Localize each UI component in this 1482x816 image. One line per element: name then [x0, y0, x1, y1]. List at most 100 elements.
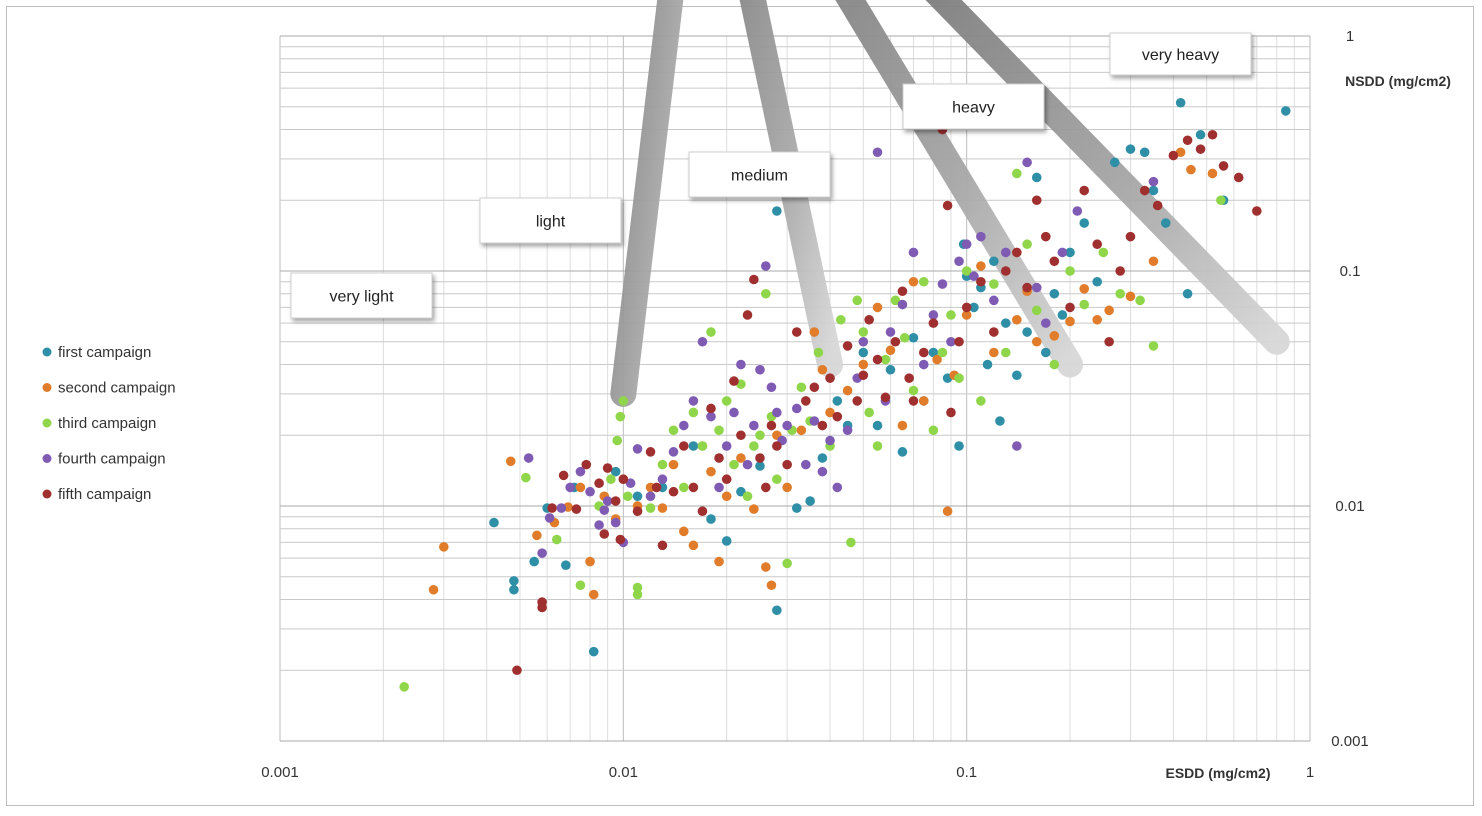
data-point: [1160, 218, 1171, 228]
data-point: [1065, 316, 1075, 327]
data-point: [766, 420, 777, 431]
data-point: [714, 453, 724, 463]
data-point: [1049, 288, 1060, 299]
data-point: [928, 318, 939, 328]
data-point: [946, 407, 956, 418]
chart-frame: [6, 6, 1474, 806]
data-point: [1098, 247, 1109, 258]
data-point: [657, 474, 668, 485]
data-point: [809, 382, 820, 393]
data-point: [961, 239, 972, 250]
data-point: [1115, 288, 1125, 299]
data-point: [976, 276, 986, 287]
data-point: [575, 580, 586, 591]
data-point: [832, 396, 843, 406]
data-point: [897, 420, 908, 431]
data-point: [599, 505, 610, 515]
data-point: [509, 576, 519, 586]
data-point: [761, 288, 771, 299]
data-point: [606, 474, 616, 485]
pollution-class-label: very light: [329, 289, 394, 306]
data-point: [742, 491, 753, 502]
data-point: [632, 582, 643, 593]
data-point: [1148, 185, 1159, 196]
data-point: [825, 407, 835, 418]
data-point: [714, 425, 724, 436]
x-axis-ticks: 0.001 0.01 0.1 1: [261, 764, 1314, 781]
data-point: [729, 459, 739, 470]
data-point: [1022, 327, 1032, 337]
data-point: [885, 345, 896, 356]
data-point: [532, 530, 542, 541]
data-point: [678, 482, 689, 493]
data-point: [706, 514, 716, 524]
data-point: [714, 556, 724, 567]
data-point: [872, 147, 883, 158]
pollution-class-box: [902, 83, 1045, 130]
data-point: [942, 506, 953, 517]
data-point: [1109, 157, 1120, 168]
y-axis-title: NSDD (mg/cm2): [1345, 73, 1451, 89]
data-point: [755, 364, 765, 375]
data-point: [588, 589, 599, 600]
data-point: [749, 504, 759, 514]
data-point: [651, 482, 662, 493]
data-point: [842, 385, 853, 396]
data-point: [908, 385, 919, 396]
data-point: [622, 491, 633, 502]
data-point: [678, 526, 689, 537]
data-point: [1216, 195, 1226, 206]
data-point: [585, 486, 595, 497]
data-point: [842, 425, 853, 436]
data-point: [1104, 305, 1114, 316]
data-point: [976, 231, 986, 242]
pollution-band-slope: [835, 0, 1084, 378]
x-tick-label: 0.01: [609, 764, 638, 781]
data-point: [852, 396, 863, 406]
data-point: [625, 478, 636, 489]
data-point: [782, 459, 792, 470]
data-point: [668, 447, 679, 457]
data-point: [989, 347, 999, 358]
data-point: [1233, 172, 1244, 183]
data-point: [561, 560, 571, 570]
data-point: [954, 336, 964, 347]
legend-marker: [42, 347, 52, 357]
legend-marker: [42, 418, 52, 428]
data-point: [1125, 291, 1136, 302]
data-point: [772, 206, 782, 216]
data-point: [529, 556, 539, 567]
data-point: [1057, 247, 1068, 258]
data-point: [1049, 256, 1060, 267]
data-point: [755, 430, 765, 441]
data-point: [1012, 247, 1022, 258]
data-point: [908, 332, 919, 343]
data-point: [697, 441, 708, 451]
data-point: [1092, 239, 1103, 250]
data-point: [1065, 266, 1075, 276]
data-point: [842, 341, 853, 351]
data-point: [989, 327, 999, 337]
legend: first campaign second campaign third campa…: [42, 344, 176, 503]
data-point: [688, 540, 699, 551]
data-point: [439, 542, 449, 552]
data-point: [749, 274, 759, 285]
data-point: [1175, 97, 1186, 108]
data-point: [796, 382, 807, 393]
data-point: [897, 286, 908, 297]
legend-marker: [42, 383, 52, 392]
data-point: [547, 503, 557, 513]
data-point: [523, 453, 534, 463]
data-point: [1195, 144, 1206, 154]
data-point: [742, 459, 753, 470]
data-point: [657, 459, 668, 470]
data-point: [632, 491, 643, 502]
data-point: [954, 256, 964, 267]
data-point: [657, 540, 668, 551]
y-axis-ticks: 1 0.1 0.01 0.001: [1331, 28, 1369, 750]
data-point: [772, 407, 782, 418]
pollution-band-slope: [925, 0, 1290, 355]
data-point: [599, 529, 610, 539]
data-point: [1040, 318, 1051, 328]
data-point: [1012, 314, 1022, 325]
